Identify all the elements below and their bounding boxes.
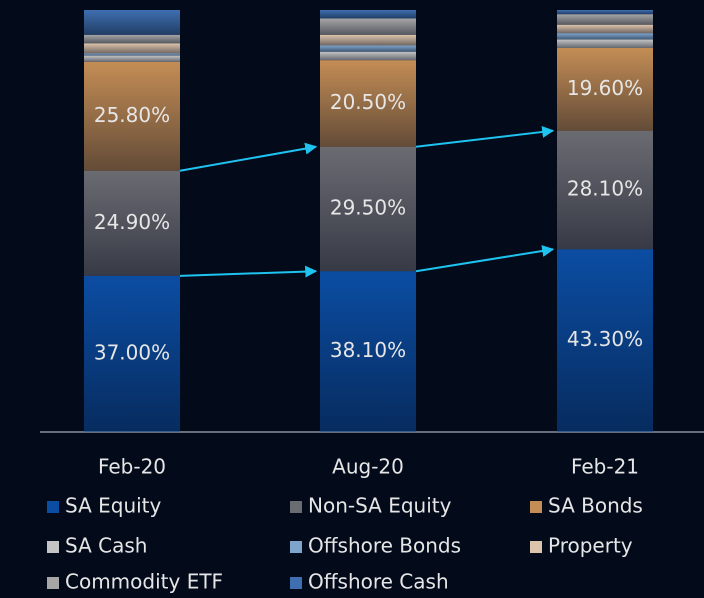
data-label: 19.60% <box>567 76 643 100</box>
bar-segment <box>557 39 653 48</box>
bar-segment <box>557 47 653 131</box>
legend-label: Offshore Cash <box>308 570 449 594</box>
data-label: 29.50% <box>330 195 406 219</box>
x-tick-label: Aug-20 <box>332 455 404 479</box>
data-label: 37.00% <box>94 340 170 364</box>
bar-segment <box>84 61 180 171</box>
bar-segment <box>557 24 653 34</box>
x-tick-label: Feb-21 <box>571 455 639 479</box>
data-label: 20.50% <box>330 90 406 114</box>
bar-segment <box>557 130 653 250</box>
bar-segment <box>320 60 416 147</box>
trend-arrow <box>179 142 318 172</box>
bar-segment <box>84 55 180 62</box>
bar-segment <box>557 14 653 25</box>
legend-swatch <box>47 501 59 513</box>
legend-label: Offshore Bonds <box>308 534 461 558</box>
legend-swatch <box>290 501 302 513</box>
trend-arrow <box>179 265 318 278</box>
bar-segment <box>84 34 180 44</box>
data-label: 25.80% <box>94 103 170 127</box>
legend-label: Commodity ETF <box>65 570 223 594</box>
legend-swatch <box>530 501 542 513</box>
legend-swatch <box>290 541 302 553</box>
trend-arrow <box>415 245 555 273</box>
bar-segment <box>84 275 180 432</box>
legend-swatch <box>47 577 59 589</box>
bar-segment <box>84 10 180 35</box>
legend-label: SA Equity <box>65 494 162 518</box>
bar-segment <box>320 18 416 35</box>
bar-segment <box>320 271 416 432</box>
bar-segment <box>320 34 416 46</box>
bar-segment <box>320 45 416 52</box>
bar-segment <box>320 51 416 61</box>
data-label: 24.90% <box>94 210 170 234</box>
x-tick-label: Feb-20 <box>98 455 166 479</box>
bar-segment <box>84 53 180 56</box>
data-label: 38.10% <box>330 338 406 362</box>
bar-segment <box>557 10 653 15</box>
data-label: 43.30% <box>567 327 643 351</box>
trend-arrow <box>415 125 555 148</box>
legend-swatch <box>290 577 302 589</box>
legend-label: Property <box>548 534 633 558</box>
data-label: 28.10% <box>567 176 643 200</box>
legend-swatch <box>530 541 542 553</box>
bar-segment <box>84 43 180 54</box>
bar-segment <box>84 170 180 276</box>
bar-segment <box>557 33 653 40</box>
bar-segment <box>320 146 416 272</box>
legend-label: Non-SA Equity <box>308 494 452 518</box>
bar-segment <box>557 249 653 432</box>
legend-label: SA Bonds <box>548 494 643 518</box>
legend-swatch <box>47 541 59 553</box>
legend-label: SA Cash <box>65 534 147 558</box>
bar-segment <box>320 10 416 19</box>
